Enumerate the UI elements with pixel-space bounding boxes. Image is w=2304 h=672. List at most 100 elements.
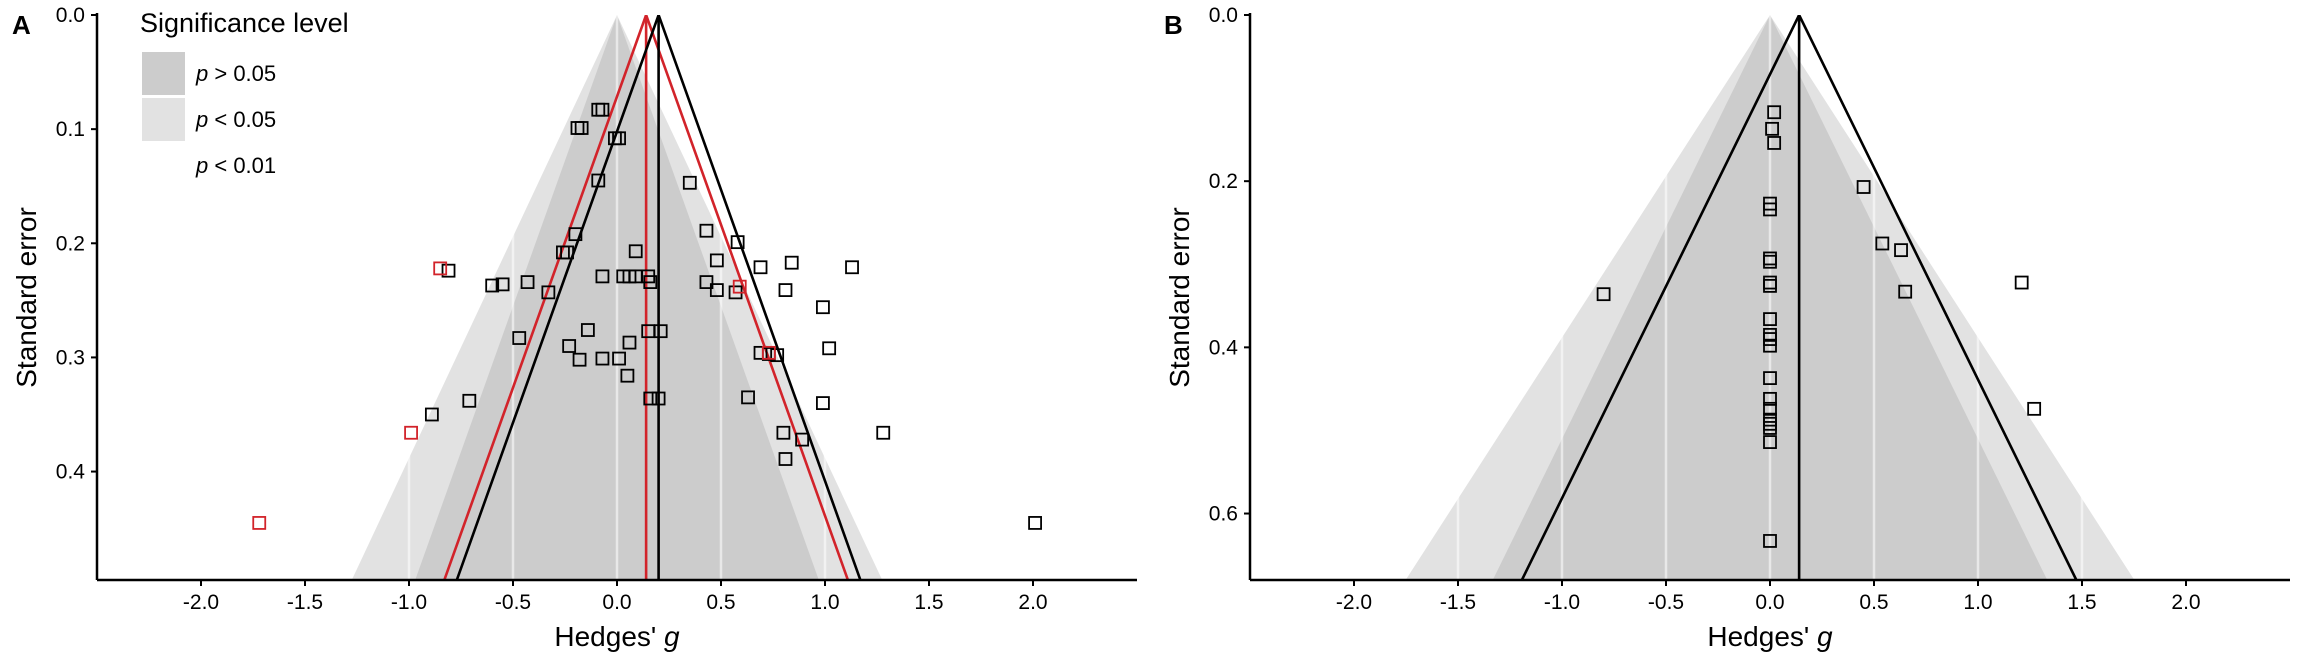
legend-entry-label: p < 0.01 [195,153,276,178]
study-point [816,300,830,315]
x-tick-label: 1.0 [1963,591,1992,614]
imputed-study-point [433,261,448,276]
study-point [595,102,610,117]
x-tick-label: 2.0 [1018,591,1047,614]
study-point [1763,401,1777,416]
observed-funnel [1520,15,2078,580]
y-axis-title: Standard error [1164,207,1195,388]
y-tick-label: 0.0 [1209,4,1238,27]
study-point [1763,421,1777,435]
study-point [1596,287,1611,302]
study-point [784,255,799,270]
study-point [776,425,791,440]
study-point [682,175,697,190]
x-tick-label: -0.5 [1648,591,1684,614]
study-point [753,260,768,275]
x-axis-title-text: Hedges' [1707,621,1817,652]
x-axis-title-text: Hedges' [554,621,664,652]
study-point [541,285,556,300]
legend-entry-text: > 0.05 [208,61,276,86]
study-point [1763,371,1777,385]
study-point [1894,243,1908,258]
study-point [591,173,606,188]
study-point [441,263,456,278]
x-tick-label: -0.5 [495,591,531,614]
study-point [845,260,859,275]
legend-swatch [142,98,185,141]
study-point [628,244,643,259]
study-point [1763,534,1777,548]
study-point [580,323,595,337]
study-point [568,227,583,242]
legend-swatch [142,144,185,187]
study-point [562,339,577,353]
study-point [643,391,658,406]
study-point [1856,180,1871,194]
study-point [1028,516,1042,530]
study-point [595,269,610,284]
study-point [651,391,666,406]
y-tick-label: 0.6 [1209,503,1238,526]
study-point [612,131,626,146]
y-tick-label: 0.4 [56,461,86,484]
x-tick-label: -2.0 [183,591,219,614]
study-point [572,352,587,367]
x-tick-label: -2.0 [1336,591,1372,614]
study-point [1763,202,1777,217]
legend-entry-prefix: p [195,107,208,132]
study-point [1767,136,1782,150]
x-tick-label: 0.0 [1755,591,1784,614]
study-point [1767,105,1782,120]
x-tick-label: 2.0 [2171,591,2200,614]
x-axis-title: Hedges' g [1707,621,1833,652]
y-tick-label: 0.4 [1209,336,1239,359]
study-point [699,223,714,238]
x-tick-label: 1.0 [810,591,839,614]
study-point [622,335,637,350]
study-point [778,452,793,466]
study-point [2014,275,2029,290]
study-point [1763,312,1777,327]
y-tick-label: 0.2 [1209,170,1238,193]
y-tick-label: 0.3 [56,346,85,369]
study-point [643,275,658,289]
plot-area [1352,15,2188,580]
x-axis-title-italic: g [664,621,680,652]
study-point [462,393,477,408]
study-point [822,341,837,356]
study-point [653,324,668,339]
study-point [753,345,768,360]
legend-entry-label: p > 0.05 [195,61,276,86]
imputed-study-point [761,345,776,360]
study-point [876,425,891,440]
legend-entry-text: < 0.01 [208,153,276,178]
study-point [1763,391,1777,406]
x-tick-label: 0.5 [1859,591,1888,614]
legend-title: Significance level [140,8,349,38]
study-point [495,277,510,292]
plot-area [199,15,1042,580]
study-point [612,351,626,366]
study-point [512,331,527,345]
study-point [1763,338,1777,353]
legend-entry-prefix: p [195,61,208,86]
study-point [620,368,635,383]
y-tick-label: 0.1 [56,118,85,141]
study-point [778,283,793,297]
study-point [816,396,830,410]
study-point [424,407,439,422]
panel-label: A [12,10,31,40]
imputed-study-point [404,425,418,440]
study-point [520,275,535,289]
x-tick-label: 1.5 [914,591,943,614]
imputed-study-point [252,516,267,530]
study-point [574,121,589,135]
y-tick-label: 0.0 [56,4,85,27]
legend-entry-text: < 0.05 [208,107,276,132]
study-point [595,351,610,366]
funnel-plot-panel-a: -2.0 -1.5 -1.0 -0.5 0.0 0.5 1.0 1.5 2.0 0.0 0.1 0.2… [11,4,1137,652]
study-point [1763,254,1777,269]
study-point [795,432,810,447]
